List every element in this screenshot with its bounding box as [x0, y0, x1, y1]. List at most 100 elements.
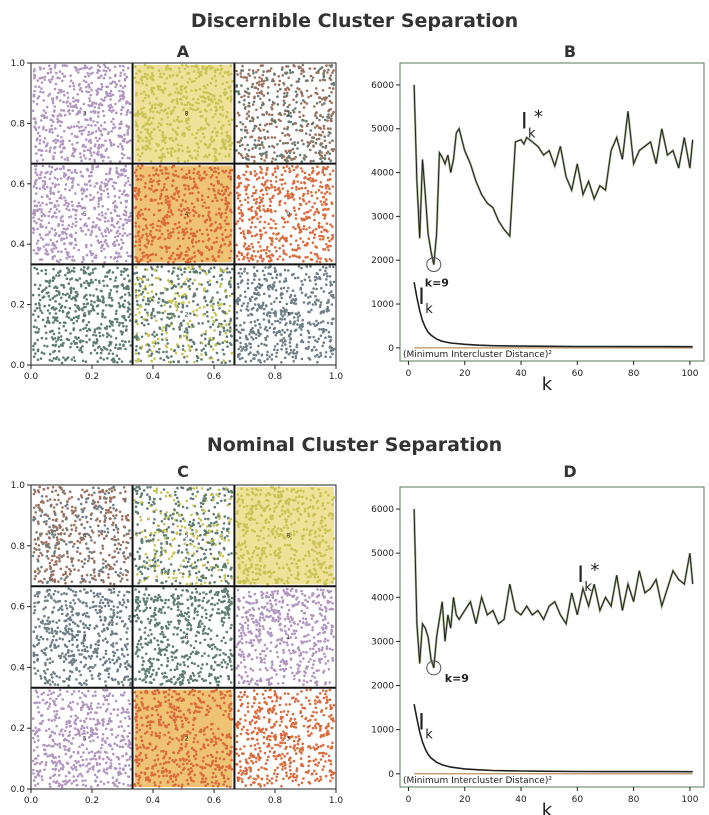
data-point	[32, 216, 35, 219]
data-point	[55, 240, 59, 243]
data-point	[43, 214, 47, 217]
data-point	[262, 292, 266, 296]
data-point	[253, 155, 256, 159]
data-point	[204, 332, 207, 336]
data-point	[222, 185, 225, 189]
data-point	[283, 356, 287, 360]
data-point	[152, 345, 156, 348]
data-point	[46, 233, 50, 236]
data-point	[281, 244, 285, 247]
data-point	[276, 232, 280, 236]
data-point	[242, 346, 245, 349]
data-point	[238, 144, 242, 148]
data-point	[266, 350, 269, 354]
data-point	[317, 171, 320, 175]
data-point	[286, 189, 290, 193]
data-point	[100, 232, 103, 235]
data-point	[167, 210, 170, 214]
data-point	[134, 282, 137, 286]
data-point	[228, 294, 232, 298]
data-point	[38, 134, 42, 138]
data-point	[102, 345, 106, 349]
data-point	[35, 102, 39, 106]
data-point	[32, 249, 36, 252]
data-point	[328, 173, 332, 176]
data-point	[104, 149, 107, 152]
scatter-plot-a: 3 8 15 4 96 2 70.0 0.2 0.4 0.6 0.8 1.00.00.20.40.60…	[11, 59, 344, 382]
data-point	[32, 551, 36, 554]
data-point	[179, 323, 182, 326]
data-point	[263, 79, 266, 83]
data-point	[48, 130, 51, 134]
data-point	[305, 217, 309, 220]
data-point	[273, 246, 277, 249]
data-point	[54, 141, 58, 145]
data-point	[138, 213, 141, 217]
data-point	[250, 281, 254, 285]
data-point	[258, 220, 262, 224]
data-point	[201, 127, 205, 131]
data-point	[220, 189, 224, 193]
data-point	[267, 288, 271, 291]
data-point	[115, 309, 118, 313]
data-point	[79, 170, 83, 174]
data-point	[135, 345, 138, 348]
data-point	[53, 295, 56, 298]
data-point	[247, 259, 251, 263]
data-point	[137, 140, 141, 143]
data-point	[157, 143, 160, 147]
data-point	[112, 357, 115, 360]
data-point	[247, 229, 251, 233]
data-point	[118, 226, 121, 229]
data-point	[318, 137, 321, 141]
data-point	[148, 142, 151, 145]
data-point	[118, 94, 122, 98]
data-point	[81, 359, 85, 363]
data-point	[90, 66, 93, 69]
data-point	[268, 284, 272, 287]
data-point	[53, 63, 57, 67]
data-point	[87, 310, 91, 313]
data-point	[244, 106, 247, 109]
data-point	[61, 215, 64, 218]
data-point	[121, 515, 124, 518]
data-point	[76, 124, 79, 128]
data-point	[244, 188, 247, 192]
data-point	[309, 129, 313, 132]
data-point	[279, 287, 283, 290]
data-point	[300, 181, 303, 185]
data-point	[48, 64, 51, 67]
data-point	[329, 280, 332, 284]
data-point	[35, 326, 38, 329]
data-point	[269, 311, 272, 315]
data-point	[177, 302, 181, 306]
data-point	[174, 300, 177, 304]
data-point	[328, 141, 332, 144]
data-point	[101, 204, 104, 208]
data-point	[309, 251, 313, 255]
section-title-nominal: Nominal Cluster Separation	[206, 434, 503, 456]
data-point	[176, 274, 179, 278]
data-point	[72, 356, 76, 359]
data-point	[165, 323, 169, 327]
data-point	[206, 233, 210, 236]
data-point	[87, 266, 90, 269]
data-point	[239, 294, 242, 297]
data-point	[331, 233, 334, 237]
data-point	[235, 339, 238, 342]
data-point	[185, 304, 189, 308]
data-point	[140, 315, 143, 319]
data-point	[56, 319, 59, 323]
data-point	[78, 277, 82, 280]
data-point	[220, 132, 224, 135]
data-point	[115, 560, 119, 563]
data-point	[57, 183, 60, 186]
data-point	[121, 241, 125, 245]
data-point	[178, 225, 181, 229]
data-point	[249, 207, 252, 210]
data-point	[38, 298, 42, 302]
data-point	[183, 67, 187, 71]
data-point	[45, 291, 49, 295]
data-point	[257, 241, 260, 244]
data-point	[328, 265, 332, 268]
